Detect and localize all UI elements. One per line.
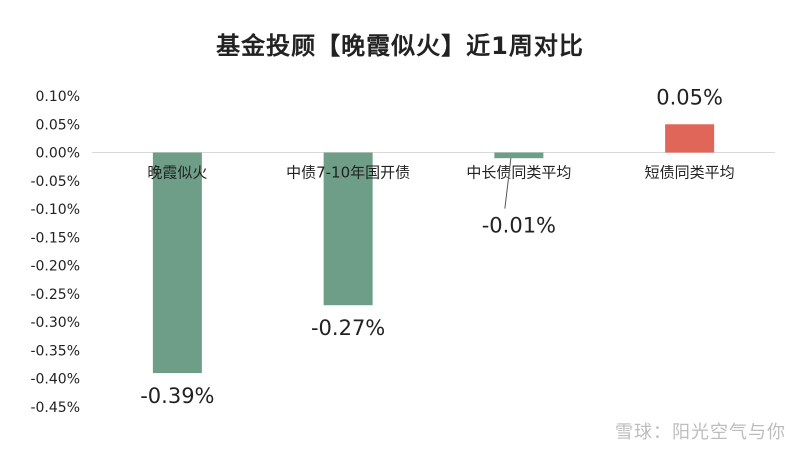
y-tick-label: -0.35%: [30, 343, 80, 359]
data-label: -0.39%: [140, 384, 214, 408]
y-tick-label: -0.05%: [30, 174, 80, 190]
chart-title: 基金投顾【晚霞似火】近1周对比: [216, 32, 584, 60]
category-label: 中债7-10年国开债: [286, 164, 410, 182]
category-label: 短债同类平均: [645, 164, 735, 182]
y-tick-label: -0.25%: [30, 287, 80, 303]
watermark: 雪球：阳光空气与你: [615, 422, 786, 443]
data-label: 0.05%: [656, 85, 723, 109]
category-label: 晚霞似火: [147, 164, 207, 182]
y-tick-label: 0.10%: [36, 89, 80, 105]
leader-line: [504, 158, 512, 209]
y-tick-label: -0.15%: [30, 230, 80, 246]
y-tick-label: -0.30%: [30, 315, 80, 331]
bar: [665, 124, 715, 153]
y-tick-label: -0.20%: [30, 259, 80, 275]
bar: [494, 152, 544, 159]
y-tick-label: -0.40%: [30, 372, 80, 388]
category-label: 中长债同类平均: [466, 164, 571, 182]
data-label: -0.01%: [482, 214, 556, 238]
data-label: -0.27%: [311, 316, 385, 340]
y-tick-label: 0.05%: [36, 117, 80, 133]
y-tick-label: -0.45%: [30, 400, 80, 416]
bar: [152, 152, 202, 374]
y-tick-label: -0.10%: [30, 202, 80, 218]
bar: [323, 152, 373, 306]
y-tick-label: 0.00%: [36, 146, 80, 162]
